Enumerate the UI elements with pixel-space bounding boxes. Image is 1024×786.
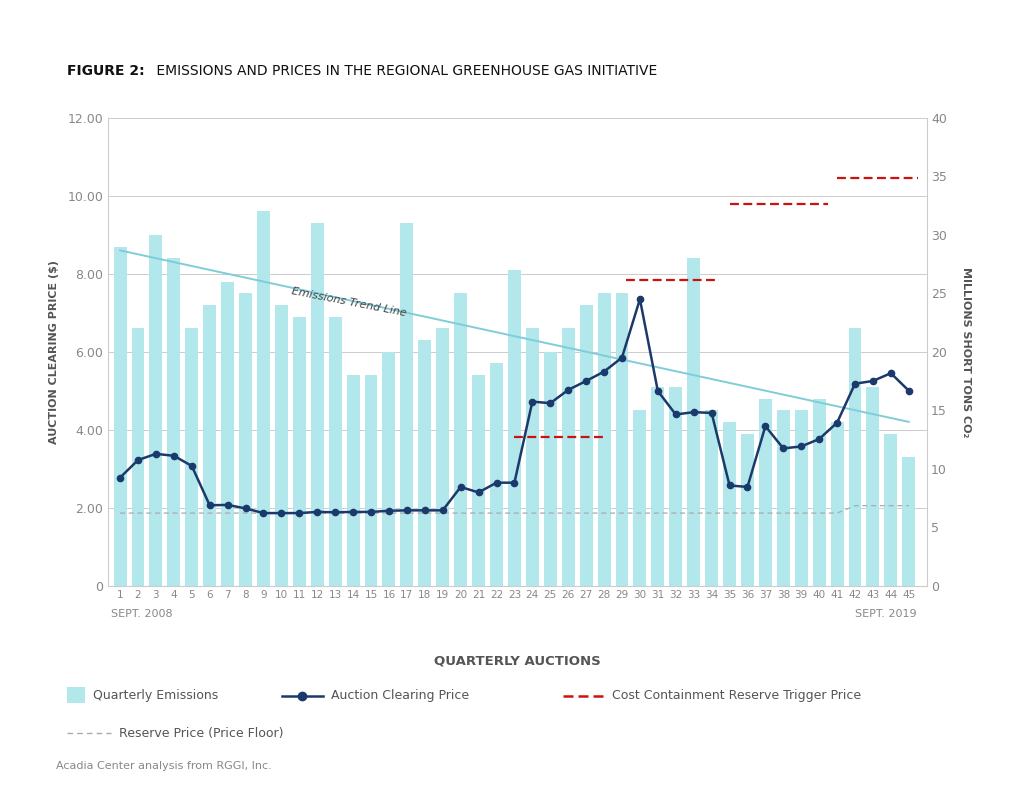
Bar [150,235,163,586]
Bar [311,223,324,586]
Bar [598,293,610,586]
Bar [221,281,234,586]
Bar [508,270,521,586]
Bar [723,422,736,586]
Text: Quarterly Emissions: Quarterly Emissions [93,689,218,702]
Y-axis label: MILLIONS SHORT TONS CO₂: MILLIONS SHORT TONS CO₂ [961,266,971,437]
Bar [239,293,252,586]
Bar [706,410,718,586]
Bar [885,434,897,586]
Bar [687,258,700,586]
Bar [544,352,557,586]
Text: Emissions Trend Line: Emissions Trend Line [291,287,407,318]
Bar [383,352,395,586]
Bar [203,305,216,586]
Bar [419,340,431,586]
Bar [795,410,808,586]
Bar [347,375,359,586]
Bar [114,247,127,586]
Bar [777,410,790,586]
Text: Acadia Center analysis from RGGI, Inc.: Acadia Center analysis from RGGI, Inc. [56,761,272,771]
Bar [275,305,288,586]
Text: EMISSIONS AND PRICES IN THE REGIONAL GREENHOUSE GAS INITIATIVE: EMISSIONS AND PRICES IN THE REGIONAL GRE… [152,64,656,78]
Bar [472,375,485,586]
Bar [329,317,342,586]
Bar [455,293,467,586]
Text: SEPT. 2019: SEPT. 2019 [855,609,916,619]
Bar [365,375,378,586]
Bar [257,211,270,586]
Text: Cost Containment Reserve Trigger Price: Cost Containment Reserve Trigger Price [612,689,861,702]
Bar [185,329,199,586]
Bar [849,329,861,586]
Bar [131,329,144,586]
Bar [400,223,414,586]
Text: FIGURE 2:: FIGURE 2: [67,64,144,78]
Bar [562,329,574,586]
Bar [634,410,646,586]
Bar [490,363,503,586]
Bar [902,457,915,586]
Bar [615,293,629,586]
Bar [526,329,539,586]
Bar [830,422,844,586]
Text: Auction Clearing Price: Auction Clearing Price [331,689,469,702]
Bar [651,387,665,586]
Bar [436,329,450,586]
Text: QUARTERLY AUCTIONS: QUARTERLY AUCTIONS [434,654,600,667]
Bar [759,399,772,586]
Text: SEPT. 2008: SEPT. 2008 [111,609,172,619]
Text: Reserve Price (Price Floor): Reserve Price (Price Floor) [119,727,284,740]
Bar [866,387,880,586]
Bar [167,258,180,586]
Bar [670,387,682,586]
Bar [580,305,593,586]
Bar [293,317,306,586]
Y-axis label: AUCTION CLEARING PRICE ($): AUCTION CLEARING PRICE ($) [49,259,59,444]
Bar [813,399,825,586]
Bar [741,434,754,586]
